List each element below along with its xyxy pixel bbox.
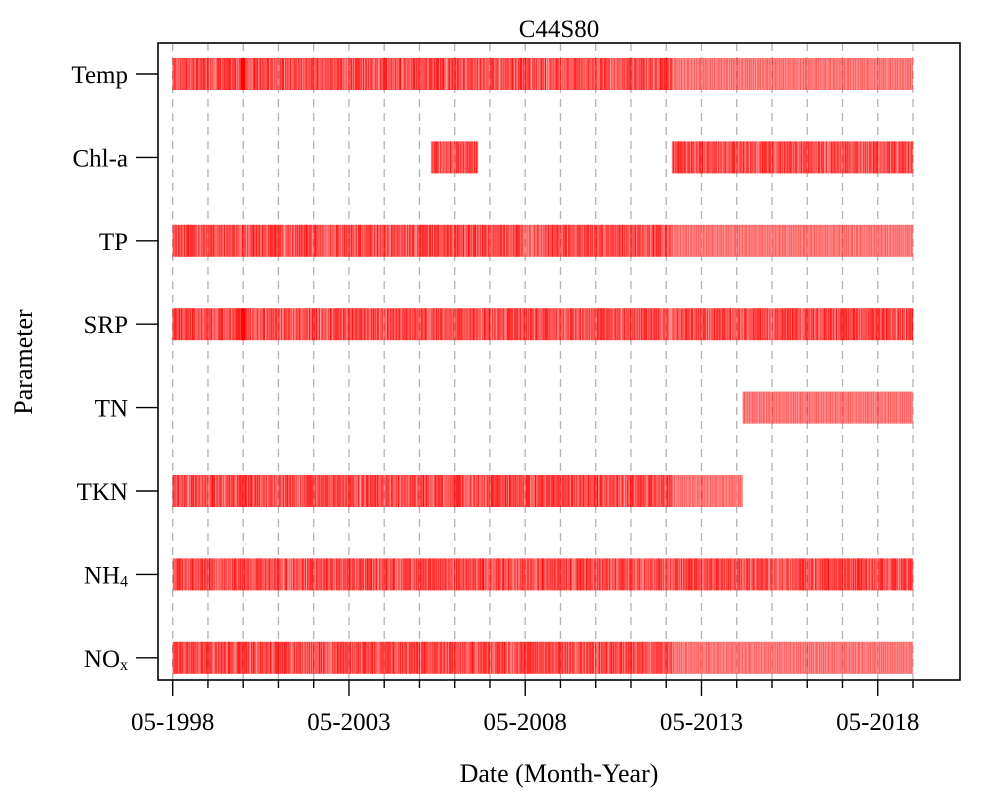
heavy-sample-mark (241, 308, 246, 341)
parameter-row-marks (172, 558, 914, 591)
sample-marks (172, 58, 914, 674)
parameter-row-marks (172, 58, 913, 90)
dense-sample-block (672, 475, 743, 507)
parameter-row-marks (172, 224, 913, 257)
parameter-row-marks (430, 141, 914, 174)
parameter-row-marks (172, 308, 914, 341)
parameter-row-marks (742, 391, 913, 424)
heavy-sample-mark (241, 58, 246, 90)
parameter-row-marks (172, 475, 744, 507)
